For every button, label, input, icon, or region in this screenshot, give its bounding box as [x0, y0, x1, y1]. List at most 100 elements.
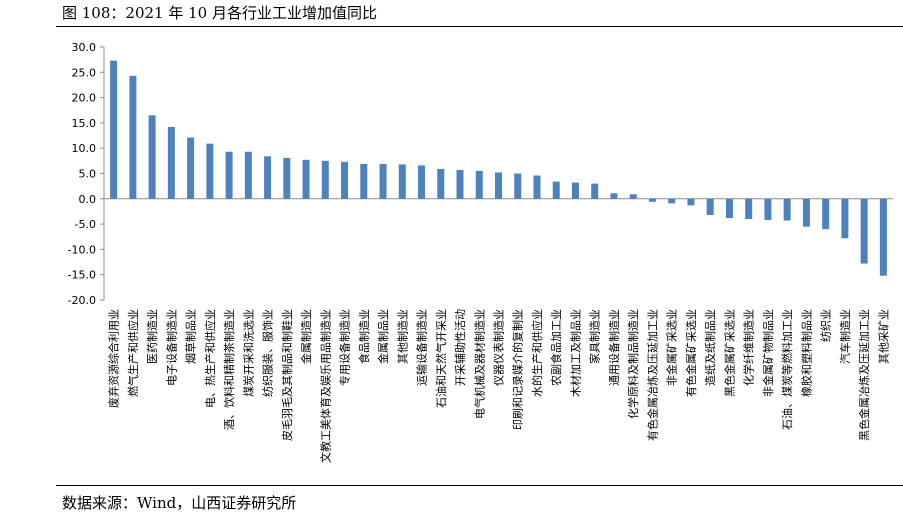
bar [475, 170, 483, 199]
bar [687, 198, 695, 206]
bar [167, 126, 175, 199]
y-tick-label: 5.0 [79, 168, 97, 181]
bar [591, 183, 599, 199]
x-category-label: 烟草制品业 [184, 309, 198, 364]
bar [725, 198, 733, 219]
x-category-label: 专用设备制造业 [338, 309, 352, 386]
bar [148, 115, 156, 199]
bar [706, 198, 714, 215]
x-category-label: 有色金属冶炼及压延加工业 [645, 309, 659, 441]
x-category-label: 化学纤维制造业 [742, 309, 756, 386]
x-category-label: 木材加工及制品业 [568, 309, 582, 397]
x-category-label: 文教工美体育及娱乐用品制造业 [318, 309, 332, 463]
bar [552, 181, 560, 199]
bar [841, 198, 849, 239]
bar [360, 163, 368, 199]
x-category-label: 酒、饮料和精制茶制造业 [222, 309, 236, 430]
bar [860, 198, 868, 264]
bar [822, 198, 830, 230]
x-category-label: 食品制造业 [357, 309, 371, 364]
x-category-label: 废弃资源综合利用业 [107, 309, 121, 408]
bar [302, 159, 310, 199]
y-tick-label: -5.0 [75, 218, 96, 231]
bar [879, 198, 887, 276]
bar [341, 161, 349, 199]
x-category-label: 黑色金属矿采选业 [722, 309, 736, 397]
x-category-label: 石油、煤炭等燃料加工业 [780, 309, 794, 430]
x-category-label: 水的生产和供应业 [530, 309, 544, 397]
y-tick-label: 30.0 [72, 41, 97, 54]
y-tick-label: 20.0 [72, 92, 97, 105]
y-tick-label: -15.0 [68, 269, 96, 282]
x-category-label: 农副食品加工业 [549, 309, 563, 386]
bar [533, 175, 541, 199]
y-tick-label: 10.0 [72, 142, 97, 155]
x-axis-category-labels: 废弃资源综合利用业 燃气生产和供应业 医药制造业 电子设备制造业 烟草制品业 电、热生产和… [107, 309, 891, 463]
y-tick-label: -20.0 [68, 294, 96, 307]
x-category-label: 开采辅助性活动 [453, 309, 467, 386]
x-category-label: 金属制品业 [376, 309, 390, 364]
bar [610, 193, 618, 199]
x-category-label: 煤炭开采和洗选业 [242, 309, 255, 397]
x-category-label: 燃气生产和供应业 [126, 309, 140, 397]
x-category-label: 通用设备制造业 [607, 309, 621, 386]
bar [783, 198, 791, 221]
bar [206, 143, 214, 199]
bar [321, 160, 329, 199]
bar [802, 198, 810, 227]
bar [225, 151, 233, 199]
bar [418, 165, 426, 199]
x-category-label: 纺织服装、服饰业 [261, 309, 275, 397]
y-axis-ticks: 30.0 25.0 20.0 15.0 10.0 5.0 0.0 -5.0 -10.0 -15.0… [68, 41, 104, 307]
bar-chart: 30.0 25.0 20.0 15.0 10.0 5.0 0.0 -5.0 -10.0 -15.0… [68, 41, 893, 463]
bar [514, 173, 522, 199]
bottom-rule [56, 485, 903, 486]
x-category-label: 纺织业 [819, 309, 833, 342]
y-tick-label: 0.0 [79, 193, 97, 206]
bar [379, 163, 387, 199]
bar [745, 198, 753, 220]
bar [187, 137, 195, 199]
source-note: 数据来源：Wind，山西证券研究所 [62, 494, 297, 512]
x-category-label: 其他制造业 [395, 309, 409, 364]
bar [437, 168, 445, 199]
bar [244, 151, 252, 199]
x-category-label: 电子设备制造业 [164, 309, 178, 386]
bars [110, 60, 887, 276]
bar [129, 75, 137, 199]
x-category-label: 印刷和记录媒介的复制业 [511, 309, 525, 430]
x-category-label: 橡胶和塑料制品业 [799, 309, 813, 397]
x-category-label: 运输设备制造业 [415, 309, 429, 386]
x-category-label: 汽车制造业 [838, 309, 852, 364]
y-tick-label: -10.0 [68, 243, 96, 256]
x-category-label: 非金属矿物制品业 [761, 309, 775, 397]
x-category-label: 医药制造业 [145, 309, 159, 364]
x-category-label: 电气机械及器材制造业 [472, 309, 486, 419]
x-category-label: 造纸及纸制品业 [703, 309, 717, 386]
bar [264, 156, 272, 199]
bar [668, 198, 676, 204]
top-rule [56, 26, 903, 27]
x-category-label: 有色金属矿采选业 [684, 309, 698, 397]
x-category-label: 仪器仪表制造业 [492, 309, 506, 386]
x-category-label: 金属制造业 [299, 309, 313, 364]
x-category-label: 化学原料及制品制造业 [626, 309, 640, 419]
bar [629, 194, 637, 199]
x-category-label: 家具制造业 [588, 309, 602, 364]
y-tick-label: 15.0 [72, 117, 97, 130]
y-tick-label: 25.0 [72, 66, 97, 79]
bar [398, 164, 406, 199]
figure-title: 图 108：2021 年 10 月各行业工业增加值同比 [62, 4, 377, 22]
bar [283, 157, 291, 199]
bar [571, 182, 579, 199]
bar [764, 198, 772, 221]
bar [495, 172, 502, 199]
x-category-label: 黑色金属冶炼及压延加工业 [857, 309, 871, 441]
x-category-label: 石油和天然气开采业 [434, 309, 448, 408]
bar [648, 198, 656, 202]
x-category-label: 皮毛羽毛及其制品和制鞋业 [280, 309, 294, 441]
x-category-label: 其他采矿业 [877, 309, 890, 364]
x-category-label: 非金属矿采选业 [665, 309, 679, 386]
x-category-label: 电、热生产和供应业 [203, 309, 217, 408]
bar [110, 60, 118, 199]
